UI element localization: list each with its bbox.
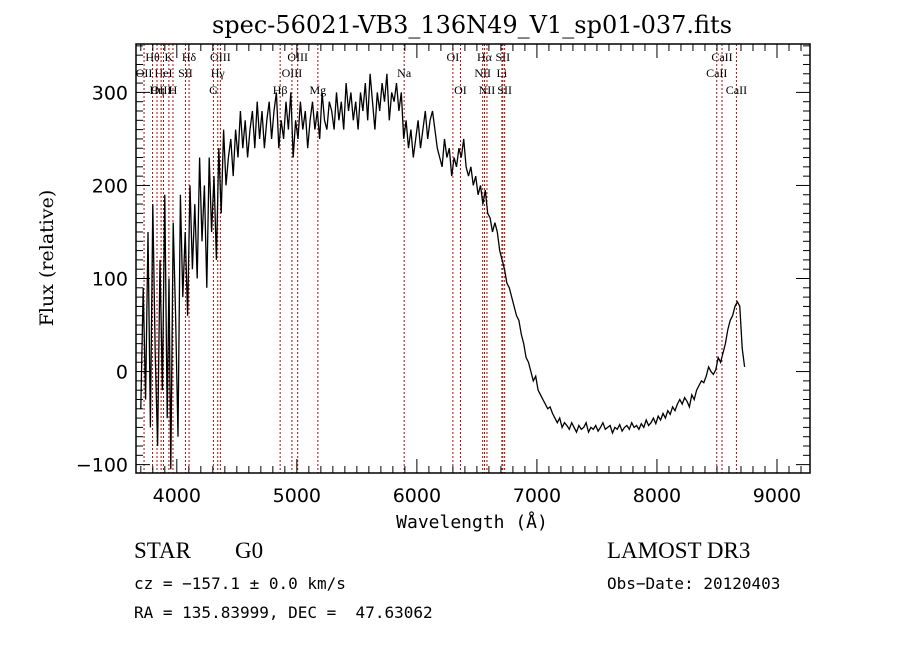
line-marker-label: OI <box>454 83 467 97</box>
x-tick-label: 5000 <box>273 485 321 507</box>
redshift-text: cz = −157.1 ± 0.0 km/s <box>134 574 346 593</box>
line-marker-label: OIII <box>151 83 172 97</box>
coordinates-text: RA = 135.83999, DEC = 47.63062 <box>134 603 433 622</box>
line-marker-label: Li <box>497 66 508 80</box>
line-marker-label: Na <box>397 66 412 80</box>
line-marker-label: SII <box>497 83 512 97</box>
line-marker-label: Mg <box>310 83 327 97</box>
line-marker-label: Hη <box>150 83 165 97</box>
x-tick-label: 9000 <box>753 485 801 507</box>
x-tick-label: 4000 <box>153 485 201 507</box>
plot-frame <box>135 43 811 474</box>
line-marker-label: OI <box>447 50 460 64</box>
y-tick-label: 200 <box>92 175 128 197</box>
y-tick-label: 0 <box>116 362 128 384</box>
line-marker-label: HeI <box>154 66 172 80</box>
y-tick-label: 300 <box>92 82 128 104</box>
line-marker-label: K <box>165 50 174 64</box>
subclass-text: G0 <box>234 538 264 563</box>
line-marker-label: OIII <box>282 66 303 80</box>
line-marker-label: NII <box>474 66 491 80</box>
line-marker-label: OII <box>136 66 153 80</box>
line-marker-label: SII <box>178 66 193 80</box>
series-line-spectrum <box>140 73 746 470</box>
series-layer <box>140 73 746 470</box>
x-tick-label: 6000 <box>393 485 441 507</box>
line-marker-label: OIII <box>287 50 308 64</box>
line-marker-label: CaII <box>726 83 747 97</box>
x-axis-label: Wavelength (Å) <box>396 511 548 533</box>
object-class: STAR G0 <box>134 538 263 564</box>
y-tick-label: 100 <box>92 269 128 291</box>
survey-text: LAMOST DR3 <box>607 538 751 563</box>
line-marker-label: SII <box>495 50 510 64</box>
chart-title: spec-56021-VB3_136N49_V1_sp01-037.fits <box>212 11 732 39</box>
line-marker-label: Hθ <box>145 50 160 64</box>
line-marker-label: CaII <box>711 50 732 64</box>
line-marker-label: CaII <box>706 66 727 80</box>
line-marker-label: Hα <box>477 50 493 64</box>
line-marker-label: Hβ <box>273 83 288 97</box>
x-tick-label: 8000 <box>633 485 681 507</box>
line-marker-label: NII <box>479 83 496 97</box>
line-marker-label: OIII <box>210 50 231 64</box>
object-class-text: STAR <box>134 538 191 563</box>
x-tick-label: 7000 <box>513 485 561 507</box>
y-tick-label: −100 <box>76 455 128 477</box>
line-marker-label: Hδ <box>182 50 197 64</box>
obs-date-text: Obs−Date: 20120403 <box>607 574 781 593</box>
line-marker-label: Hγ <box>211 66 226 80</box>
axis-ticks: 4000 5000 6000 7000 8000 9000 −100 0 100 200 300 <box>76 44 810 507</box>
line-marker-label: H <box>169 83 178 97</box>
line-marker-label: G <box>209 83 218 97</box>
y-axis-label: Flux (relative) <box>36 190 58 327</box>
